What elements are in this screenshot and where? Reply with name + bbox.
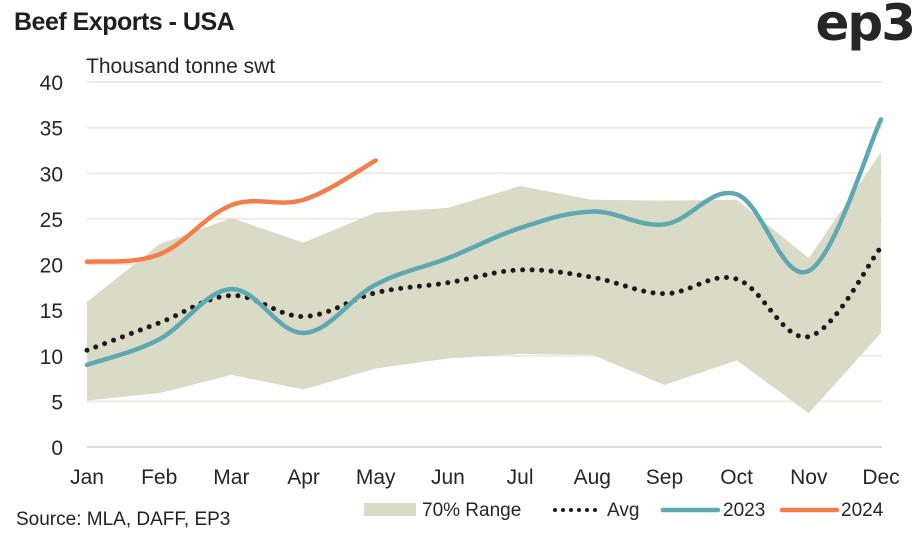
chart-title: Beef Exports - USA <box>14 8 235 36</box>
y-tick-label: 5 <box>51 391 63 414</box>
y-axis-label: Thousand tonne swt <box>86 55 275 78</box>
line-2023 <box>84 117 884 368</box>
x-tick-label: Jul <box>507 466 534 489</box>
series-avg <box>84 244 884 353</box>
x-tick-label: Feb <box>141 466 177 489</box>
y-tick-label: 25 <box>40 209 63 232</box>
x-tick-label: Mar <box>213 466 249 489</box>
range-band <box>87 152 881 414</box>
x-tick-label: Jan <box>70 466 104 489</box>
y-tick-label: 20 <box>40 255 63 278</box>
legend: 70% Range Avg 2023 2024 <box>364 500 884 521</box>
legend-avg-label: Avg <box>607 500 639 521</box>
series-2023 <box>84 117 884 368</box>
line-2024 <box>84 158 378 265</box>
line-avg <box>84 244 884 353</box>
source-note: Source: MLA, DAFF, EP3 <box>16 509 231 530</box>
y-tick-label: 10 <box>40 346 63 369</box>
x-tick-label: May <box>356 466 396 489</box>
x-tick-label: Oct <box>720 466 753 489</box>
y-axis-ticks: 0 5 10 15 20 25 30 35 40 <box>40 72 63 460</box>
y-tick-label: 15 <box>40 300 63 323</box>
series-2024 <box>84 158 378 265</box>
x-tick-label: Apr <box>287 466 320 489</box>
x-tick-label: Jun <box>431 466 465 489</box>
x-tick-label: Dec <box>862 466 899 489</box>
legend-range-label: 70% Range <box>422 500 521 521</box>
plot-area <box>84 117 884 414</box>
y-tick-label: 30 <box>40 163 63 186</box>
legend-range-swatch <box>364 503 416 516</box>
y-tick-label: 0 <box>51 437 63 460</box>
legend-2023-label: 2023 <box>723 500 765 521</box>
legend-2024-label: 2024 <box>841 500 884 521</box>
x-tick-label: Aug <box>574 466 611 489</box>
x-tick-label: Sep <box>646 466 683 489</box>
ep3-logo: ep3 <box>815 0 916 52</box>
x-axis-ticks: Jan Feb Mar Apr May Jun Jul Aug Sep Oct Nov Dec <box>70 466 900 489</box>
y-tick-label: 35 <box>40 118 63 141</box>
y-tick-label: 40 <box>40 72 63 95</box>
x-tick-label: Nov <box>790 466 828 489</box>
